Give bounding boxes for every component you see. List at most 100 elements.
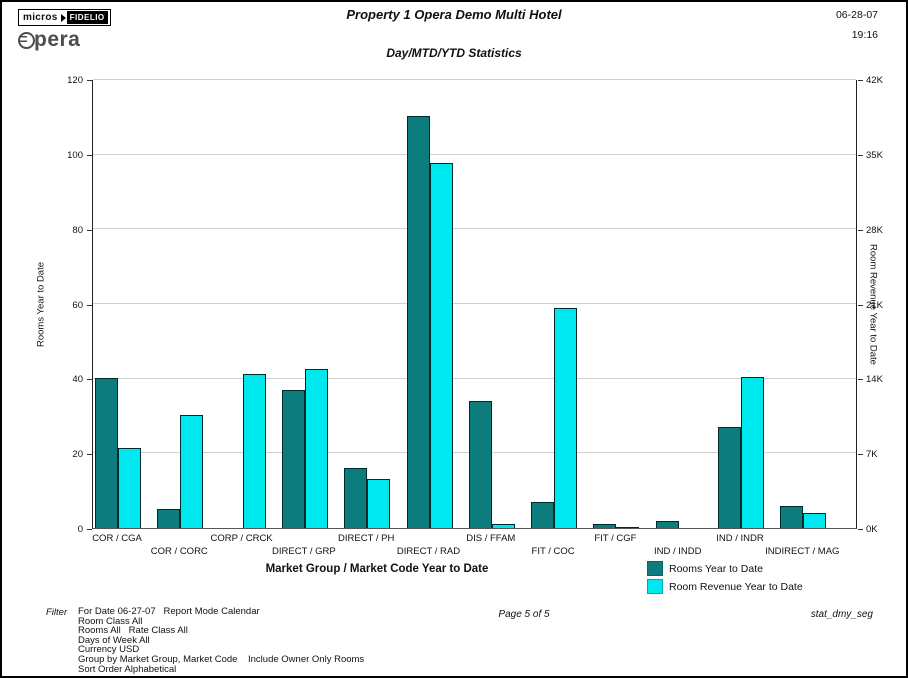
bar-rooms xyxy=(531,501,555,528)
right-axis-tick-label: 7K xyxy=(866,449,878,461)
report-subtitle: Day/MTD/YTD Statistics xyxy=(386,46,522,60)
opera-logo-text: pera xyxy=(34,28,81,51)
bar-rooms xyxy=(344,468,368,528)
bar-revenue xyxy=(803,513,827,528)
bar-revenue xyxy=(741,377,764,528)
opera-o-icon xyxy=(18,31,35,49)
report-time: 19:16 xyxy=(851,29,878,41)
gridline xyxy=(93,79,856,80)
right-axis-tick-label: 21K xyxy=(866,299,883,311)
right-axis-tick xyxy=(858,80,863,81)
bar-rooms xyxy=(655,520,679,528)
x-category-label: IND / INDR xyxy=(716,533,764,544)
bar-revenue xyxy=(429,163,453,528)
right-axis-tick-label: 0K xyxy=(866,524,878,535)
filter-line: For Date 06-27-07 Report Mode Calendar xyxy=(78,606,260,617)
plot-area xyxy=(92,79,857,529)
filter-line: Group by Market Group, Market Code Inclu… xyxy=(78,653,365,665)
chart-legend: Rooms Year to Date Room Revenue Year to D… xyxy=(647,561,803,597)
page-number: Page 5 of 5 xyxy=(498,609,550,620)
x-category-label: COR / CORC xyxy=(150,546,208,557)
filter-line: Currency USD xyxy=(78,644,140,656)
x-category-label: INDIRECT / MAG xyxy=(765,546,840,557)
left-axis-tick-label: 100 xyxy=(67,149,83,161)
x-category-label: DIS / FFAM xyxy=(466,533,516,544)
left-axis-tick xyxy=(87,529,92,530)
left-axis-tick xyxy=(87,454,92,456)
right-axis-tick xyxy=(858,229,863,231)
right-axis-tick xyxy=(858,529,863,530)
x-category-label: CORP / CRCK xyxy=(210,533,273,544)
left-axis-tick-label: 120 xyxy=(67,75,83,86)
right-axis-tick-label: 42K xyxy=(866,75,883,86)
bar-rooms xyxy=(95,378,118,528)
gridline xyxy=(93,303,856,304)
right-axis-tick xyxy=(858,154,863,156)
x-category-label: FIT / CGF xyxy=(594,533,637,544)
bar-revenue xyxy=(242,374,266,528)
report-id: stat_dmy_seg xyxy=(810,609,873,620)
gridline xyxy=(93,228,856,230)
legend-label: Room Revenue Year to Date xyxy=(669,580,803,593)
filter-line: Sort Order Alphabetical xyxy=(78,663,177,675)
left-axis-tick xyxy=(87,229,92,231)
filter-label: Filter xyxy=(46,607,68,618)
right-axis-tick-label: 14K xyxy=(866,374,883,386)
left-axis-tick-label: 60 xyxy=(72,299,83,311)
bar-revenue xyxy=(491,523,515,528)
legend-item: Room Revenue Year to Date xyxy=(647,579,803,594)
bar-revenue xyxy=(304,368,328,528)
x-category-label: DIRECT / PH xyxy=(338,533,395,544)
bar-rooms xyxy=(780,505,804,528)
right-axis-tick xyxy=(858,454,863,456)
bar-revenue xyxy=(616,526,640,528)
legend-swatch xyxy=(647,561,663,576)
left-axis-tick xyxy=(87,379,92,381)
filter-lines: For Date 06-27-07 Report Mode Calendar Ro… xyxy=(78,607,364,674)
opera-logo: pera xyxy=(18,28,80,52)
left-axis-tick-label: 40 xyxy=(72,374,83,386)
right-axis-tick xyxy=(858,379,863,381)
x-category-label: FIT / COC xyxy=(531,546,575,557)
arrow-right-icon xyxy=(60,13,66,22)
filter-line: Days of Week All xyxy=(78,634,150,646)
gridline xyxy=(93,153,856,155)
bar-rooms xyxy=(718,426,741,528)
x-category-label: DIRECT / RAD xyxy=(396,546,461,557)
legend-item: Rooms Year to Date xyxy=(647,561,803,576)
x-category-label: COR / CGA xyxy=(92,533,142,544)
bar-revenue xyxy=(180,414,204,528)
legend-swatch xyxy=(647,579,663,594)
bar-rooms xyxy=(157,509,181,528)
bar-rooms xyxy=(593,524,617,528)
left-axis-tick xyxy=(87,154,92,156)
micros-fidelio-logo: micros FIDELIO xyxy=(18,9,111,26)
left-axis-tick-label: 80 xyxy=(72,224,83,236)
x-axis-title: Market Group / Market Code Year to Date xyxy=(265,563,489,575)
filter-line: Room Class All xyxy=(78,615,143,627)
left-axis-title: Rooms Year to Date xyxy=(35,261,47,348)
bar-rooms xyxy=(406,116,430,528)
right-axis-tick-label: 28K xyxy=(866,224,883,236)
bar-revenue xyxy=(554,307,578,528)
bar-rooms xyxy=(281,389,305,528)
left-axis-tick-label: 20 xyxy=(72,449,83,461)
right-axis-tick-label: 35K xyxy=(866,149,883,161)
right-axis-tick xyxy=(858,304,863,306)
page-title: Property 1 Opera Demo Multi Hotel xyxy=(346,7,562,22)
bar-revenue xyxy=(367,478,391,528)
legend-label: Rooms Year to Date xyxy=(669,562,763,575)
filter-line: Rooms All Rate Class All xyxy=(78,625,188,637)
bar-revenue xyxy=(118,447,141,528)
x-category-label: IND / INDD xyxy=(653,546,702,557)
gridline xyxy=(93,377,856,379)
fidelio-logo-text: FIDELIO xyxy=(66,11,108,24)
left-axis-tick xyxy=(87,304,92,306)
left-axis-tick-label: 0 xyxy=(77,524,83,535)
report-date: 06-28-07 xyxy=(835,9,878,21)
left-axis-tick xyxy=(87,80,92,81)
x-category-label: DIRECT / GRP xyxy=(272,546,336,557)
right-axis-title: Room Revenue Year to Date xyxy=(867,244,879,365)
